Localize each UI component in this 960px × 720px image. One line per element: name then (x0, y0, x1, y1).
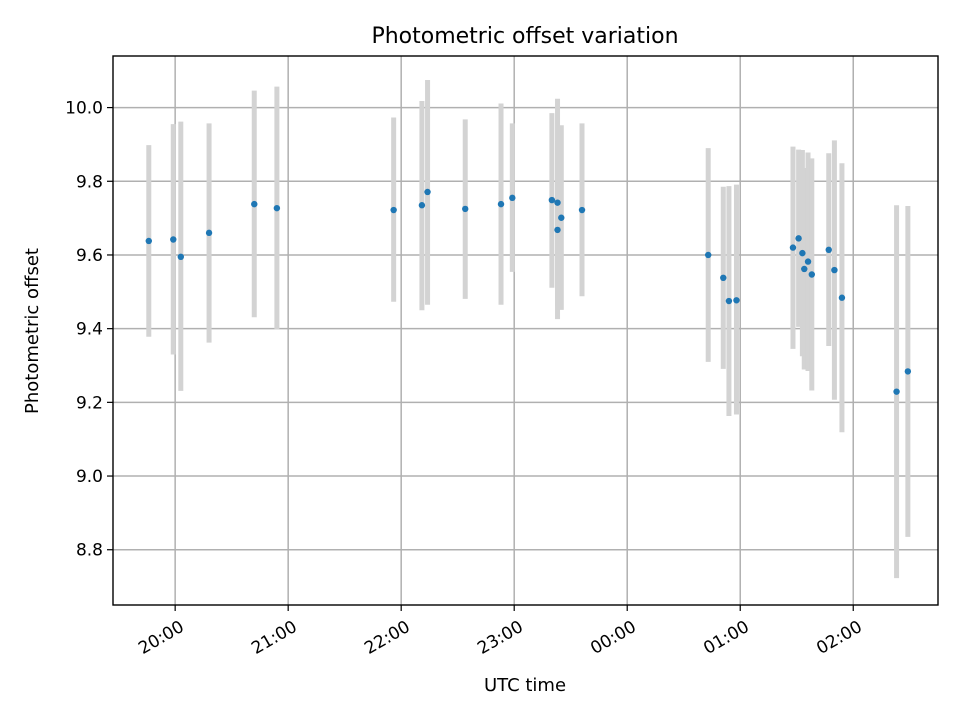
data-point (462, 205, 469, 213)
data-point (554, 226, 561, 234)
data-point (145, 237, 152, 245)
data-point (904, 368, 912, 375)
y-axis-label: Photometric offset (22, 248, 43, 414)
data-point (720, 274, 727, 282)
axes-frame (112, 55, 939, 606)
data-point (831, 266, 838, 274)
data-point (170, 236, 177, 243)
data-point (725, 297, 733, 305)
data-point (424, 188, 431, 196)
data-point (801, 265, 808, 273)
x-axis-label: UTC time (484, 675, 566, 696)
y-tick-label: 10.0 (65, 99, 103, 119)
data-point (789, 244, 797, 251)
data-point (251, 200, 258, 208)
data-point (838, 294, 846, 301)
data-point (808, 271, 816, 278)
chart-title: Photometric offset variation (371, 24, 678, 49)
data-point (497, 200, 505, 208)
data-point (578, 206, 586, 214)
data-point (825, 246, 832, 254)
y-tick-label: 9.0 (76, 467, 103, 487)
data-point (509, 194, 516, 202)
y-tick-label: 9.4 (76, 320, 103, 340)
data-point (799, 249, 806, 257)
data-point (733, 297, 740, 304)
data-point (177, 253, 185, 261)
data-point (273, 204, 281, 212)
grid (113, 56, 938, 605)
data-point (558, 214, 565, 221)
data-point (804, 258, 812, 265)
data-point (205, 229, 213, 237)
data-point (554, 199, 561, 206)
data-point (795, 235, 802, 242)
data-point (390, 206, 397, 214)
data-point (893, 388, 900, 395)
y-tick-label: 9.6 (76, 246, 103, 266)
y-tick-label: 8.8 (76, 541, 103, 561)
data-point (418, 202, 426, 209)
data-point (705, 251, 712, 259)
data-points (145, 188, 912, 395)
y-tick-label: 9.8 (76, 172, 103, 192)
data-point (548, 196, 556, 204)
y-tick-label: 9.2 (76, 393, 103, 413)
